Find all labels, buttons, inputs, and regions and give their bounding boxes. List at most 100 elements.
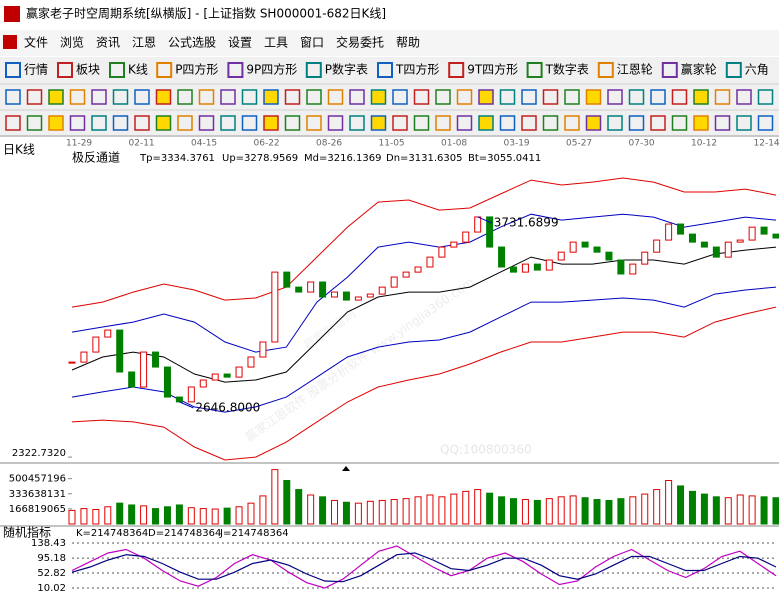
toolbar-icon[interactable]: [156, 62, 173, 78]
toolbar-icon[interactable]: [57, 62, 73, 78]
menu-item[interactable]: 交易委托: [336, 35, 384, 50]
tool-icon[interactable]: [435, 89, 451, 105]
menu-item[interactable]: 浏览: [60, 35, 84, 50]
tool-icon[interactable]: [650, 89, 666, 105]
tool-icon[interactable]: [91, 89, 107, 105]
tool-icon[interactable]: [284, 89, 301, 105]
tool-icon[interactable]: [671, 89, 688, 105]
toolbar-icon[interactable]: [526, 62, 543, 78]
tool-icon[interactable]: [413, 115, 430, 131]
tool-icon[interactable]: [241, 89, 258, 105]
tool-icon[interactable]: [542, 115, 559, 131]
tool-icon[interactable]: [736, 89, 752, 105]
tool-icon[interactable]: [26, 115, 43, 131]
tool-icon[interactable]: [349, 89, 365, 105]
toolbar-icon[interactable]: [597, 62, 614, 78]
toolbar-button[interactable]: P数字表: [325, 62, 368, 77]
tool-icon[interactable]: [478, 89, 494, 105]
tool-icon[interactable]: [564, 115, 580, 131]
tool-icon[interactable]: [628, 89, 645, 105]
tool-icon[interactable]: [155, 115, 172, 131]
tool-icon[interactable]: [284, 115, 301, 131]
tool-icon[interactable]: [5, 89, 21, 105]
tool-icon[interactable]: [26, 89, 43, 105]
toolbar-button[interactable]: 9T四方形: [467, 62, 518, 77]
tool-icon[interactable]: [499, 115, 516, 131]
tool-icon[interactable]: [456, 89, 473, 105]
menu-item[interactable]: 窗口: [300, 36, 324, 50]
toolbar-button[interactable]: T四方形: [395, 62, 439, 77]
toolbar-icon[interactable]: [377, 62, 393, 78]
menu-item[interactable]: 帮助: [396, 36, 420, 50]
tool-icon[interactable]: [456, 115, 473, 131]
toolbar-button[interactable]: 江恩轮: [617, 63, 653, 77]
toolbar-button[interactable]: 六角: [745, 63, 769, 77]
tool-icon[interactable]: [5, 115, 21, 131]
tool-icon[interactable]: [220, 115, 236, 131]
toolbar-icon[interactable]: [448, 62, 465, 78]
tool-icon[interactable]: [327, 89, 344, 105]
tool-icon[interactable]: [757, 89, 774, 105]
toolbar-icon[interactable]: [725, 62, 742, 78]
tool-icon[interactable]: [650, 115, 666, 131]
menu-item[interactable]: 文件: [24, 35, 48, 50]
tool-icon[interactable]: [220, 89, 236, 105]
tool-icon[interactable]: [91, 115, 107, 131]
tool-icon[interactable]: [306, 115, 322, 131]
menu-item[interactable]: 工具: [264, 36, 288, 50]
tool-icon[interactable]: [134, 115, 150, 131]
tool-icon[interactable]: [69, 89, 86, 105]
tool-icon[interactable]: [48, 89, 64, 105]
tool-icon[interactable]: [607, 115, 623, 131]
tool-icon[interactable]: [177, 115, 193, 131]
tool-icon[interactable]: [585, 89, 602, 105]
toolbar-button[interactable]: 赢家轮: [681, 62, 717, 77]
tool-icon[interactable]: [241, 115, 258, 131]
tool-icon[interactable]: [263, 115, 279, 131]
tool-icon[interactable]: [521, 89, 537, 105]
tool-icon[interactable]: [306, 89, 322, 105]
tool-icon[interactable]: [757, 115, 774, 131]
tool-icon[interactable]: [112, 89, 129, 105]
menu-item[interactable]: 资讯: [96, 36, 120, 50]
tool-icon[interactable]: [435, 115, 451, 131]
tool-icon[interactable]: [693, 89, 709, 105]
tool-icon[interactable]: [714, 115, 731, 131]
toolbar-icon[interactable]: [109, 62, 125, 78]
tool-icon[interactable]: [69, 115, 86, 131]
tool-icon[interactable]: [327, 115, 344, 131]
tool-icon[interactable]: [693, 115, 709, 131]
toolbar-icon[interactable]: [227, 62, 244, 78]
tool-icon[interactable]: [413, 89, 430, 105]
menu-item[interactable]: 设置: [228, 36, 252, 50]
tool-icon[interactable]: [155, 89, 172, 105]
tool-icon[interactable]: [370, 89, 387, 105]
toolbar-button[interactable]: P四方形: [175, 62, 218, 77]
tool-icon[interactable]: [521, 115, 537, 131]
toolbar-icon[interactable]: [5, 62, 21, 78]
tool-icon[interactable]: [263, 89, 279, 105]
tool-icon[interactable]: [112, 115, 129, 131]
tool-icon[interactable]: [177, 89, 193, 105]
tool-icon[interactable]: [736, 115, 752, 131]
menu-item[interactable]: 公式选股: [168, 36, 216, 50]
tool-icon[interactable]: [714, 89, 731, 105]
toolbar-button[interactable]: 行情: [24, 63, 48, 77]
tool-icon[interactable]: [392, 89, 408, 105]
toolbar-button[interactable]: 9P四方形: [246, 62, 297, 77]
tool-icon[interactable]: [392, 115, 408, 131]
tool-icon[interactable]: [585, 115, 602, 131]
tool-icon[interactable]: [499, 89, 516, 105]
tool-icon[interactable]: [349, 115, 365, 131]
toolbar-icon[interactable]: [661, 62, 678, 78]
tool-icon[interactable]: [607, 89, 623, 105]
toolbar-button[interactable]: 板块: [76, 63, 100, 77]
tool-icon[interactable]: [671, 115, 688, 131]
toolbar-icon[interactable]: [305, 62, 322, 78]
toolbar-button[interactable]: T数字表: [545, 62, 589, 77]
tool-icon[interactable]: [478, 115, 494, 131]
tool-icon[interactable]: [564, 89, 580, 105]
tool-icon[interactable]: [198, 89, 215, 105]
tool-icon[interactable]: [198, 115, 215, 131]
toolbar-button[interactable]: K线: [128, 63, 148, 77]
